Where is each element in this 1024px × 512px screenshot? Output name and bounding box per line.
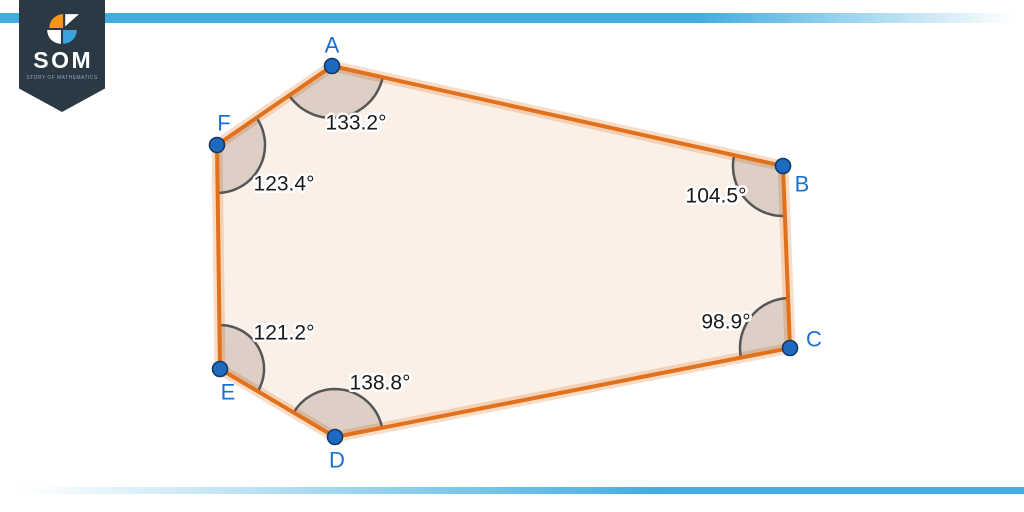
angle-sector-C — [740, 298, 790, 358]
angle-value-B: 104.5° — [686, 185, 747, 208]
angle-arc-B — [731, 154, 785, 218]
vertex-label-E: E — [221, 380, 236, 405]
vertex-point-F[interactable] — [208, 136, 226, 154]
vertex-point-D[interactable] — [326, 428, 344, 446]
angle-arc-C — [738, 296, 789, 358]
vertex-point-E[interactable] — [211, 360, 229, 378]
vertex-label-A: A — [325, 33, 340, 58]
angle-value-A: 133.2° — [326, 112, 387, 135]
vertex-label-C: C — [806, 327, 822, 352]
angle-value-C: 98.9° — [701, 311, 750, 334]
som-pinwheel-icon — [47, 14, 79, 44]
angle-arc-F — [217, 117, 267, 195]
bottom-accent-bar — [0, 487, 1024, 494]
som-logo-tagline: STORY OF MATHEMATICS — [26, 75, 98, 81]
angle-value-D: 138.8° — [350, 372, 411, 395]
vertex-label-F: F — [217, 111, 230, 136]
top-accent-bar — [0, 13, 1024, 23]
angle-value-E: 121.2° — [254, 322, 315, 345]
angle-sector-F — [217, 117, 265, 193]
vertex-point-C[interactable] — [781, 339, 799, 357]
angle-arc-E — [219, 323, 266, 393]
vertex-point-B[interactable] — [774, 157, 792, 175]
angle-sector-A — [289, 66, 383, 118]
vertex-point-A[interactable] — [323, 57, 341, 75]
hexagon-fill — [211, 60, 796, 443]
angle-value-F: 123.4° — [254, 173, 315, 196]
vertex-label-B: B — [795, 172, 810, 197]
angle-arc-A — [288, 76, 385, 120]
vertex-label-D: D — [329, 448, 345, 473]
som-logo-text: SOM — [33, 47, 94, 73]
angle-arc-D — [292, 387, 384, 429]
angle-sector-B — [733, 155, 785, 216]
som-logo-badge: SOM STORY OF MATHEMATICS — [19, 0, 105, 112]
